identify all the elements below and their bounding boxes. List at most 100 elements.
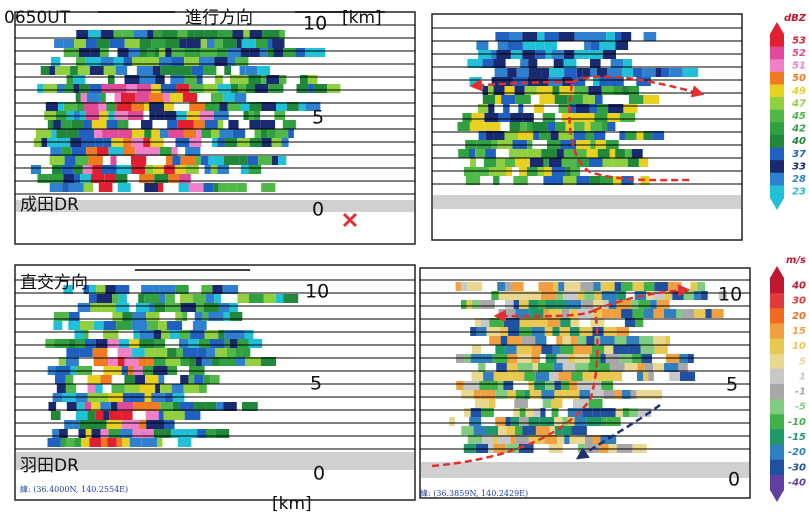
echo-cell: [117, 438, 122, 447]
scale-swatch: [770, 429, 784, 445]
echo-cell: [579, 149, 587, 158]
echo-cell: [614, 390, 621, 399]
scale-label: -15: [788, 432, 806, 443]
echo-cell: [541, 149, 557, 158]
echo-cell: [510, 113, 523, 122]
echo-cell: [141, 120, 152, 129]
echo-cell: [138, 294, 144, 303]
echo-cell: [515, 158, 530, 167]
echo-cell: [154, 174, 168, 183]
echo-cell: [577, 68, 582, 77]
scale-swatch: [770, 173, 784, 186]
echo-cell: [100, 375, 111, 384]
echo-cell: [592, 408, 600, 417]
echo-cell: [101, 429, 109, 438]
echo-cell: [131, 156, 146, 165]
echo-cell: [590, 41, 599, 50]
echo-cell: [52, 165, 62, 174]
echo-cell: [177, 120, 188, 129]
echo-cell: [92, 429, 101, 438]
echo-cell: [90, 84, 102, 93]
echo-cell: [491, 291, 499, 300]
echo-cell: [520, 408, 526, 417]
scale-label: -10: [788, 417, 806, 428]
echo-cell: [31, 165, 41, 174]
echo-cell: [76, 93, 81, 102]
echo-cell: [505, 282, 511, 291]
echo-cell: [107, 438, 116, 447]
echo-cell: [165, 48, 171, 57]
echo-cell: [125, 75, 140, 84]
echo-cell: [276, 129, 288, 138]
echo-cell: [133, 330, 140, 339]
echo-cell: [481, 408, 494, 417]
echo-cell: [248, 75, 261, 84]
echo-cell: [167, 348, 176, 357]
echo-cell: [544, 158, 549, 167]
echo-cell: [597, 104, 608, 113]
echo-cell: [224, 312, 230, 321]
echo-cell: [64, 39, 74, 48]
echo-cell: [223, 93, 234, 102]
echo-cell: [496, 158, 505, 167]
echo-cell: [573, 345, 579, 354]
echo-cell: [218, 330, 224, 339]
echo-cell: [76, 156, 89, 165]
time-label: 0650UT: [4, 8, 71, 28]
echo-cell: [616, 408, 623, 417]
echo-cell: [621, 282, 632, 291]
echo-cell: [155, 339, 166, 348]
echo-cell: [498, 41, 508, 50]
echo-cell: [543, 113, 555, 122]
echo-cell: [611, 309, 621, 318]
echo-cell: [68, 321, 80, 330]
echo-cell: [74, 174, 80, 183]
echo-cell: [495, 32, 509, 41]
echo-cell: [228, 48, 241, 57]
scale-swatch: [770, 323, 784, 339]
echo-cell: [160, 294, 166, 303]
echo-cell: [92, 165, 102, 174]
echo-cell: [694, 309, 705, 318]
echo-cell: [495, 417, 505, 426]
echo-cell: [557, 291, 564, 300]
scale-swatch: [770, 475, 784, 491]
echo-cell: [144, 129, 151, 138]
echo-cell: [92, 120, 107, 129]
echo-cell: [602, 291, 618, 300]
echo-cell: [616, 41, 629, 50]
echo-cell: [209, 339, 225, 348]
echo-cell: [669, 372, 680, 381]
echo-cell: [206, 294, 215, 303]
echo-cell: [148, 48, 155, 57]
echo-cell: [523, 41, 535, 50]
echo-cell: [584, 381, 593, 390]
echo-cell: [185, 411, 201, 420]
echo-cell: [139, 429, 154, 438]
radar-layers: [15, 12, 750, 500]
echo-cell: [165, 294, 175, 303]
echo-cell: [554, 417, 562, 426]
scale-label: 40: [791, 136, 806, 147]
echo-cell: [86, 429, 92, 438]
echo-cell: [62, 183, 69, 192]
echo-cell: [219, 129, 233, 138]
echo-cell: [668, 282, 682, 291]
echo-cell: [55, 375, 66, 384]
echo-cell: [521, 149, 527, 158]
echo-cell: [650, 300, 657, 309]
echo-cell: [267, 39, 272, 48]
echo-cell: [73, 75, 85, 84]
echo-cell: [93, 348, 108, 357]
echo-cell: [228, 120, 238, 129]
echo-cell: [119, 429, 132, 438]
echo-cell: [107, 420, 122, 429]
echo-cell: [595, 291, 602, 300]
echo-cell: [661, 68, 669, 77]
echo-cell: [158, 321, 167, 330]
echo-cell: [176, 66, 192, 75]
echo-cell: [563, 336, 571, 345]
echo-cell: [305, 48, 313, 57]
echo-cell: [580, 113, 595, 122]
echo-cell: [295, 48, 305, 57]
